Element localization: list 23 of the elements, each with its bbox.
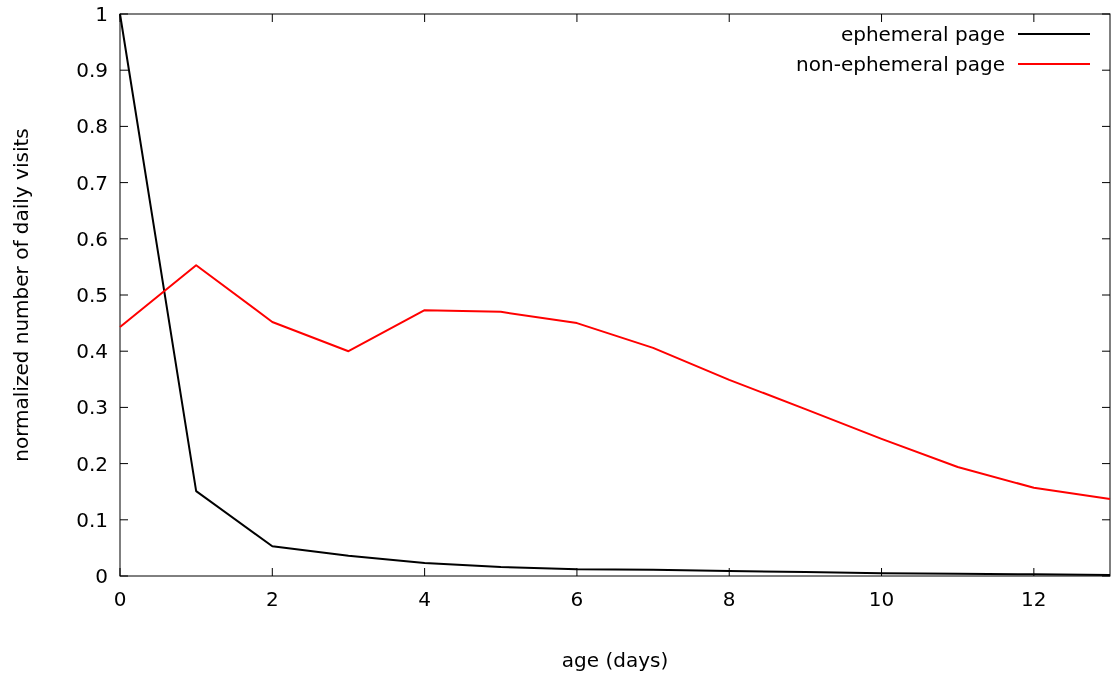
y-tick-label: 0.4 — [76, 339, 108, 364]
x-tick-label: 8 — [722, 587, 736, 611]
x-tick-label: 12 — [1021, 587, 1047, 611]
y-tick-label: 0.3 — [76, 395, 108, 420]
x-tick-label: 6 — [570, 587, 584, 611]
y-tick-label: 0.5 — [76, 283, 108, 307]
x-tick-label: 10 — [868, 587, 895, 611]
y-tick-label: 0.9 — [76, 58, 108, 83]
y-tick-label: 0.2 — [76, 451, 108, 476]
y-tick-label: 0.6 — [76, 226, 108, 251]
x-axis-title: age (days) — [561, 648, 669, 672]
x-tick-label: 4 — [418, 587, 431, 611]
y-tick-label: 0 — [95, 564, 108, 588]
x-tick-label: 0 — [113, 587, 127, 611]
y-tick-label: 0.1 — [76, 507, 108, 532]
x-tick-label: 2 — [265, 587, 279, 611]
y-tick-label: 0.7 — [76, 170, 108, 195]
y-tick-label: 0.8 — [76, 114, 108, 139]
y-tick-label: 1 — [95, 2, 108, 26]
y-axis-title: normalized number of daily visits — [9, 128, 33, 462]
legend-label: ephemeral page — [840, 22, 1005, 46]
legend-label: non-ephemeral page — [796, 52, 1005, 76]
line-series — [119, 264, 1111, 501]
